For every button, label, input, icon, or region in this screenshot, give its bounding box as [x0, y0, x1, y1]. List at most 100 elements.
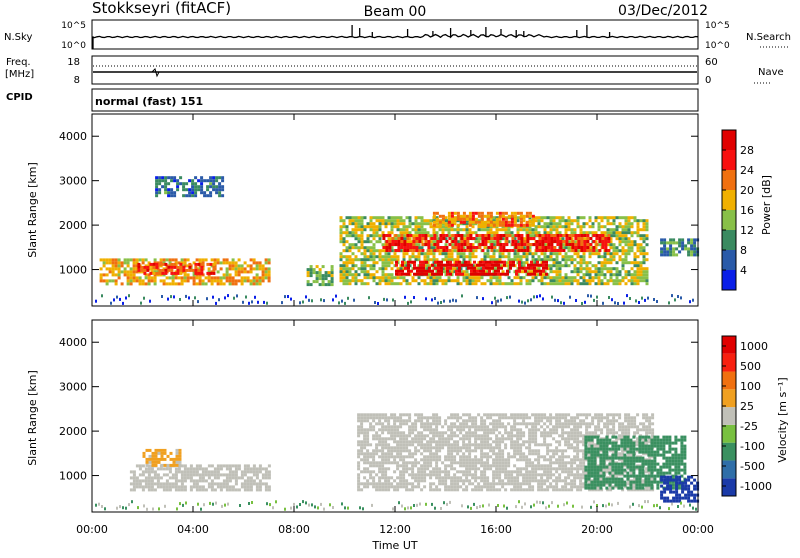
scatter-cell [610, 243, 613, 246]
scatter-cell [185, 182, 188, 185]
scatter-cell [426, 461, 429, 464]
scatter-cell [394, 243, 397, 246]
scatter-cell [640, 261, 643, 264]
scatter-cell [543, 479, 546, 482]
scatter-cell [622, 234, 625, 237]
scatter-cell [675, 253, 678, 256]
scatter-cell [451, 240, 454, 243]
scatter-cell [413, 273, 416, 276]
scatter-cell [529, 212, 532, 215]
scatter-cell [401, 261, 404, 264]
scatter-cell [426, 416, 429, 419]
scatter-cell [498, 452, 501, 455]
scatter-cell [490, 276, 493, 279]
scatter-cell [463, 218, 466, 221]
scatter-cell [259, 482, 262, 485]
scatter-cell [382, 231, 385, 234]
scatter-cell [432, 419, 435, 422]
scatter-cell [678, 250, 681, 253]
scatter-cell [550, 282, 553, 285]
scatter-cell [396, 461, 399, 464]
scatter-cell [133, 264, 136, 267]
scatter-cell [190, 476, 193, 479]
scatter-cell [265, 467, 268, 470]
scatter-cell [215, 191, 218, 194]
scatter-cell [161, 272, 164, 275]
scatter-cell [468, 413, 471, 416]
scatter-cell [501, 452, 504, 455]
velocity-heatmap [95, 413, 699, 511]
scatter-cell [409, 282, 412, 285]
scatter-cell [496, 212, 499, 215]
scatter-cell [262, 276, 265, 279]
scatter-cell [607, 258, 610, 261]
scatter-cell [163, 282, 166, 285]
scatter-cell [164, 458, 167, 461]
scatter-cell [226, 276, 229, 279]
scatter-cell [469, 246, 472, 249]
scatter-cell [625, 243, 628, 246]
scatter-cell [516, 440, 519, 443]
scatter-cell [625, 276, 628, 279]
scatter-cell [235, 476, 238, 479]
scatter-cell [478, 224, 481, 227]
scatter-cell [565, 276, 568, 279]
scatter-cell [133, 473, 136, 476]
scatter-cell [253, 261, 256, 264]
scatter-cell [370, 222, 373, 225]
scatter-cell [597, 416, 600, 419]
scatter-cell [200, 179, 203, 182]
range-tick-label: 1000 [59, 264, 87, 277]
scatter-cell [426, 473, 429, 476]
scatter-cell [570, 431, 573, 434]
scatter-cell [247, 276, 250, 279]
scatter-cell [167, 176, 170, 179]
scatter-cell [538, 219, 541, 222]
scatter-cell [597, 419, 600, 422]
scatter-cell [328, 280, 331, 283]
scatter-cell [509, 296, 511, 299]
scatter-cell [446, 273, 449, 276]
scatter-cell [540, 455, 543, 458]
scatter-cell [571, 231, 574, 234]
scatter-cell [211, 282, 214, 285]
scatter-cell [546, 485, 549, 488]
scatter-cell [456, 413, 459, 416]
scatter-cell [444, 470, 447, 473]
scatter-cell [370, 225, 373, 228]
scatter-cell [483, 470, 486, 473]
scatter-cell [363, 467, 366, 470]
scatter-cell [155, 458, 158, 461]
scatter-cell [370, 216, 373, 219]
scatter-cell [466, 237, 469, 240]
scatter-cell [490, 228, 493, 231]
scatter-cell [501, 440, 504, 443]
scatter-cell [346, 267, 349, 270]
scatter-cell [445, 246, 448, 249]
scatter-cell [625, 258, 628, 261]
scatter-cell [478, 237, 481, 240]
scatter-cell [265, 258, 268, 261]
scatter-cell [235, 488, 238, 491]
scatter-cell [556, 249, 559, 252]
scatter-cell [427, 255, 430, 258]
scatter-cell [558, 488, 561, 491]
colorbar-tick-label: 8 [740, 244, 747, 257]
scatter-cell [387, 425, 390, 428]
scatter-cell [181, 282, 184, 285]
scatter-cell [533, 270, 536, 273]
scatter-cell [331, 268, 334, 271]
scatter-cell [124, 258, 127, 261]
scatter-cell [158, 188, 161, 191]
scatter-cell [375, 434, 378, 437]
scatter-cell [586, 231, 589, 234]
scatter-cell [435, 473, 438, 476]
scatter-cell [384, 473, 387, 476]
scatter-cell [367, 225, 370, 228]
scatter-cell [571, 279, 574, 282]
scatter-cell [366, 431, 369, 434]
scatter-cell [142, 279, 145, 282]
scatter-cell [567, 437, 570, 440]
scatter-cell [384, 437, 387, 440]
scatter-cell [363, 461, 366, 464]
